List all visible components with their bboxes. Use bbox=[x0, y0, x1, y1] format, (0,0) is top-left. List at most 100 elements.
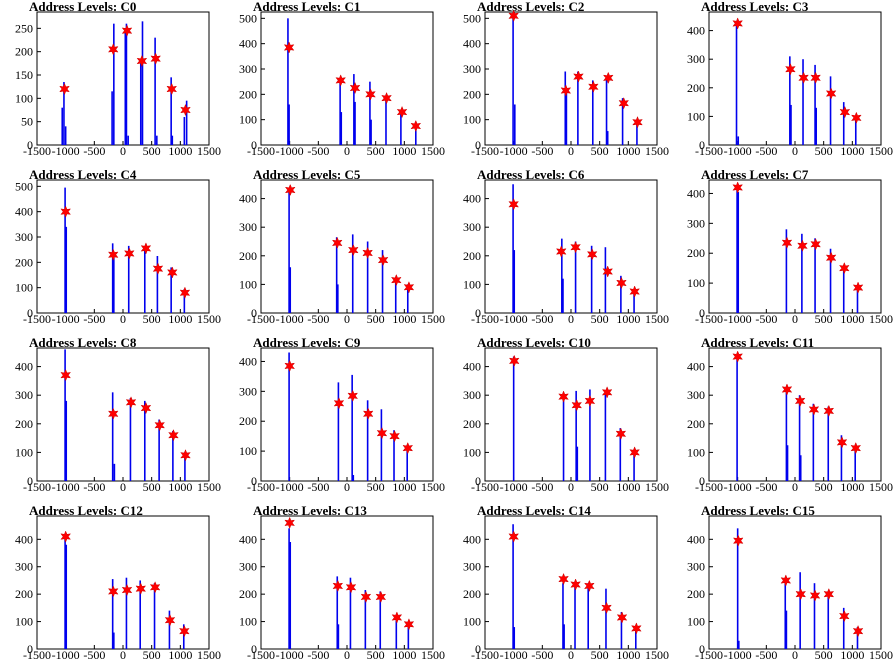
x-tick-label: 0 bbox=[120, 144, 126, 158]
panel-c13: Address Levels: C13 0 100 200 300 400 -1500 -10… bbox=[239, 503, 445, 662]
x-tick-label: -500 bbox=[755, 144, 777, 158]
peak-marker bbox=[732, 17, 744, 30]
x-tick-label: 500 bbox=[815, 648, 833, 662]
peak-marker bbox=[123, 247, 135, 260]
plot-frame bbox=[260, 11, 434, 146]
x-tick-label: 1500 bbox=[869, 480, 893, 494]
peak-marker bbox=[825, 251, 837, 264]
panel-title: Address Levels: C1 bbox=[253, 0, 360, 14]
x-tick-label: 1500 bbox=[421, 648, 445, 662]
y-tick-label: 400 bbox=[687, 24, 705, 38]
x-tick-label: -1000 bbox=[500, 648, 528, 662]
peak-marker bbox=[107, 43, 119, 56]
y-tick-label: 300 bbox=[463, 220, 481, 234]
y-tick-label: 100 bbox=[687, 109, 705, 123]
y-tick-label: 200 bbox=[463, 87, 481, 101]
peak-marker bbox=[839, 105, 851, 119]
y-tick-label: 0 bbox=[27, 138, 33, 152]
panel-title: Address Levels: C9 bbox=[253, 335, 361, 350]
y-tick-label: 300 bbox=[463, 560, 481, 574]
y-tick-label: 300 bbox=[687, 560, 705, 574]
x-tick-label: 1000 bbox=[392, 648, 416, 662]
panel-title: Address Levels: C7 bbox=[701, 167, 809, 182]
x-tick-label: -1000 bbox=[52, 144, 80, 158]
x-tick-label: 1000 bbox=[616, 312, 640, 326]
y-tick-label: 400 bbox=[15, 360, 33, 374]
peak-marker bbox=[365, 88, 376, 101]
y-tick-label: 100 bbox=[687, 615, 705, 629]
x-tick-label: 1500 bbox=[869, 648, 893, 662]
y-tick-label: 0 bbox=[27, 306, 33, 320]
x-tick-label: 1500 bbox=[421, 144, 445, 158]
x-tick-label: 0 bbox=[344, 648, 350, 662]
peak-marker bbox=[403, 618, 415, 631]
x-tick-label: 1000 bbox=[392, 480, 416, 494]
y-tick-label: 400 bbox=[687, 360, 705, 374]
y-tick-label: 500 bbox=[463, 11, 481, 25]
peak-marker bbox=[60, 205, 72, 218]
x-tick-label: 500 bbox=[367, 312, 385, 326]
peak-marker bbox=[166, 266, 178, 279]
y-tick-label: 100 bbox=[15, 445, 33, 459]
x-tick-label: 1000 bbox=[392, 312, 416, 326]
peak-marker bbox=[140, 242, 152, 255]
peak-marker bbox=[121, 24, 133, 37]
x-tick-label: 500 bbox=[367, 480, 385, 494]
x-tick-label: 500 bbox=[591, 312, 609, 326]
y-tick-label: 0 bbox=[251, 138, 257, 152]
y-tick-label: 400 bbox=[463, 360, 481, 374]
peak-marker bbox=[583, 579, 595, 593]
x-tick-label: -1500 bbox=[23, 480, 51, 494]
x-tick-label: -1000 bbox=[276, 312, 304, 326]
peak-marker bbox=[795, 587, 807, 601]
peak-marker bbox=[360, 590, 372, 604]
x-tick-label: 0 bbox=[120, 480, 126, 494]
y-tick-label: 100 bbox=[15, 615, 33, 629]
y-tick-label: 0 bbox=[475, 642, 481, 656]
y-tick-label: 0 bbox=[699, 138, 705, 152]
y-tick-label: 0 bbox=[27, 474, 33, 488]
peak-marker bbox=[389, 429, 400, 443]
panel-c7: Address Levels: C7 0 100 200 300 400 -1500 -100… bbox=[687, 167, 893, 326]
peak-marker bbox=[107, 407, 119, 420]
peak-marker bbox=[121, 583, 133, 597]
x-tick-label: -1500 bbox=[23, 648, 51, 662]
x-tick-label: -1500 bbox=[471, 648, 499, 662]
y-tick-label: 100 bbox=[15, 281, 33, 295]
peak-marker bbox=[284, 183, 296, 197]
panel-c15: Address Levels: C15 0 100 200 300 400 -1500 -10… bbox=[687, 503, 893, 662]
x-tick-label: 1500 bbox=[197, 648, 221, 662]
peak-marker bbox=[333, 397, 345, 410]
y-tick-label: 200 bbox=[239, 87, 257, 101]
y-tick-label: 200 bbox=[239, 249, 257, 263]
peak-marker bbox=[852, 625, 864, 638]
peak-marker bbox=[508, 354, 520, 368]
x-tick-label: 1000 bbox=[168, 648, 192, 662]
x-tick-label: -1500 bbox=[23, 312, 51, 326]
peak-marker bbox=[164, 614, 176, 627]
peak-marker bbox=[180, 103, 191, 117]
y-tick-label: 400 bbox=[15, 205, 33, 219]
peak-marker bbox=[396, 105, 408, 119]
x-tick-label: -1500 bbox=[695, 144, 723, 158]
peak-marker bbox=[410, 119, 422, 133]
y-tick-label: 300 bbox=[239, 560, 257, 574]
y-tick-label: 100 bbox=[15, 91, 33, 105]
y-tick-label: 300 bbox=[239, 220, 257, 234]
y-tick-label: 400 bbox=[15, 532, 33, 546]
peak-marker bbox=[797, 239, 808, 252]
panel-title: Address Levels: C4 bbox=[29, 167, 137, 182]
y-tick-label: 200 bbox=[687, 587, 705, 601]
y-tick-label: 400 bbox=[239, 532, 257, 546]
plot-frame bbox=[484, 11, 658, 146]
peak-marker bbox=[794, 394, 806, 408]
panel-title: Address Levels: C5 bbox=[253, 167, 361, 182]
y-tick-label: 200 bbox=[15, 45, 33, 59]
x-tick-label: -1500 bbox=[695, 648, 723, 662]
peak-marker bbox=[573, 70, 584, 83]
y-tick-label: 500 bbox=[239, 11, 257, 25]
x-tick-label: -500 bbox=[307, 648, 329, 662]
y-tick-label: 50 bbox=[21, 115, 33, 129]
x-tick-label: 500 bbox=[367, 648, 385, 662]
x-tick-label: 500 bbox=[815, 480, 833, 494]
